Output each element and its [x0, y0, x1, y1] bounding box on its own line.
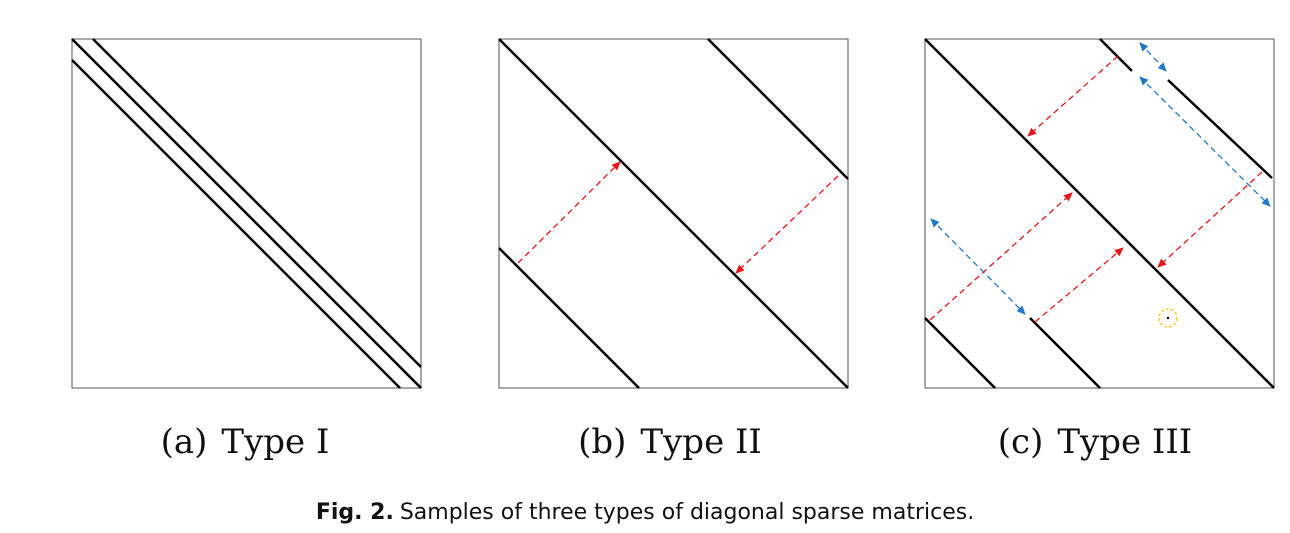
diagonal-line: [498, 247, 640, 389]
caption-label: Fig. 2.: [315, 500, 394, 525]
subcaption-a: (a) Type I: [140, 420, 350, 464]
subcaption-c: (c) Type III: [980, 420, 1210, 464]
figure-caption: Fig. 2. Samples of three types of diagona…: [0, 500, 1290, 525]
matrix-frame: [498, 38, 849, 389]
diagonal-line: [71, 59, 401, 389]
shift-arrow: [1157, 171, 1263, 268]
diagonal-segment: [1167, 79, 1273, 179]
shift-arrow: [1027, 55, 1119, 137]
subcaption-title: Type II: [640, 422, 762, 462]
diagonal-line: [71, 38, 422, 389]
gap-arrow: [930, 218, 1026, 315]
subcaption-label: (b): [578, 422, 627, 462]
element-marker-icon: [1158, 308, 1178, 328]
shift-arrow: [929, 192, 1073, 321]
diagonal-segment: [924, 317, 996, 389]
diagonal-line: [498, 38, 849, 389]
shift-arrow: [517, 161, 621, 264]
diagonal-line: [707, 38, 849, 180]
gap-arrow: [1139, 42, 1167, 72]
diagonal-line: [924, 38, 1275, 389]
subcaption-title: Type III: [1057, 422, 1193, 462]
diagonal-segment: [1029, 317, 1101, 389]
diagonal-segment: [1099, 38, 1133, 72]
subcaption-label: (a): [160, 422, 208, 462]
diagonal-line: [92, 38, 422, 368]
matrix-frame: [71, 38, 422, 389]
shift-arrow: [1034, 247, 1124, 323]
panel-a-matrix: [71, 38, 422, 389]
element-dot: [1166, 316, 1170, 320]
subcaption-title: Type I: [221, 422, 330, 462]
caption-text: Samples of three types of diagonal spars…: [399, 500, 975, 525]
panel-b-matrix: [498, 38, 849, 389]
panel-c-matrix: [924, 38, 1275, 389]
shift-arrow: [735, 175, 839, 274]
subcaption-b: (b) Type II: [560, 420, 780, 464]
gap-arrow: [1139, 76, 1271, 207]
subcaption-label: (c): [997, 422, 1044, 462]
